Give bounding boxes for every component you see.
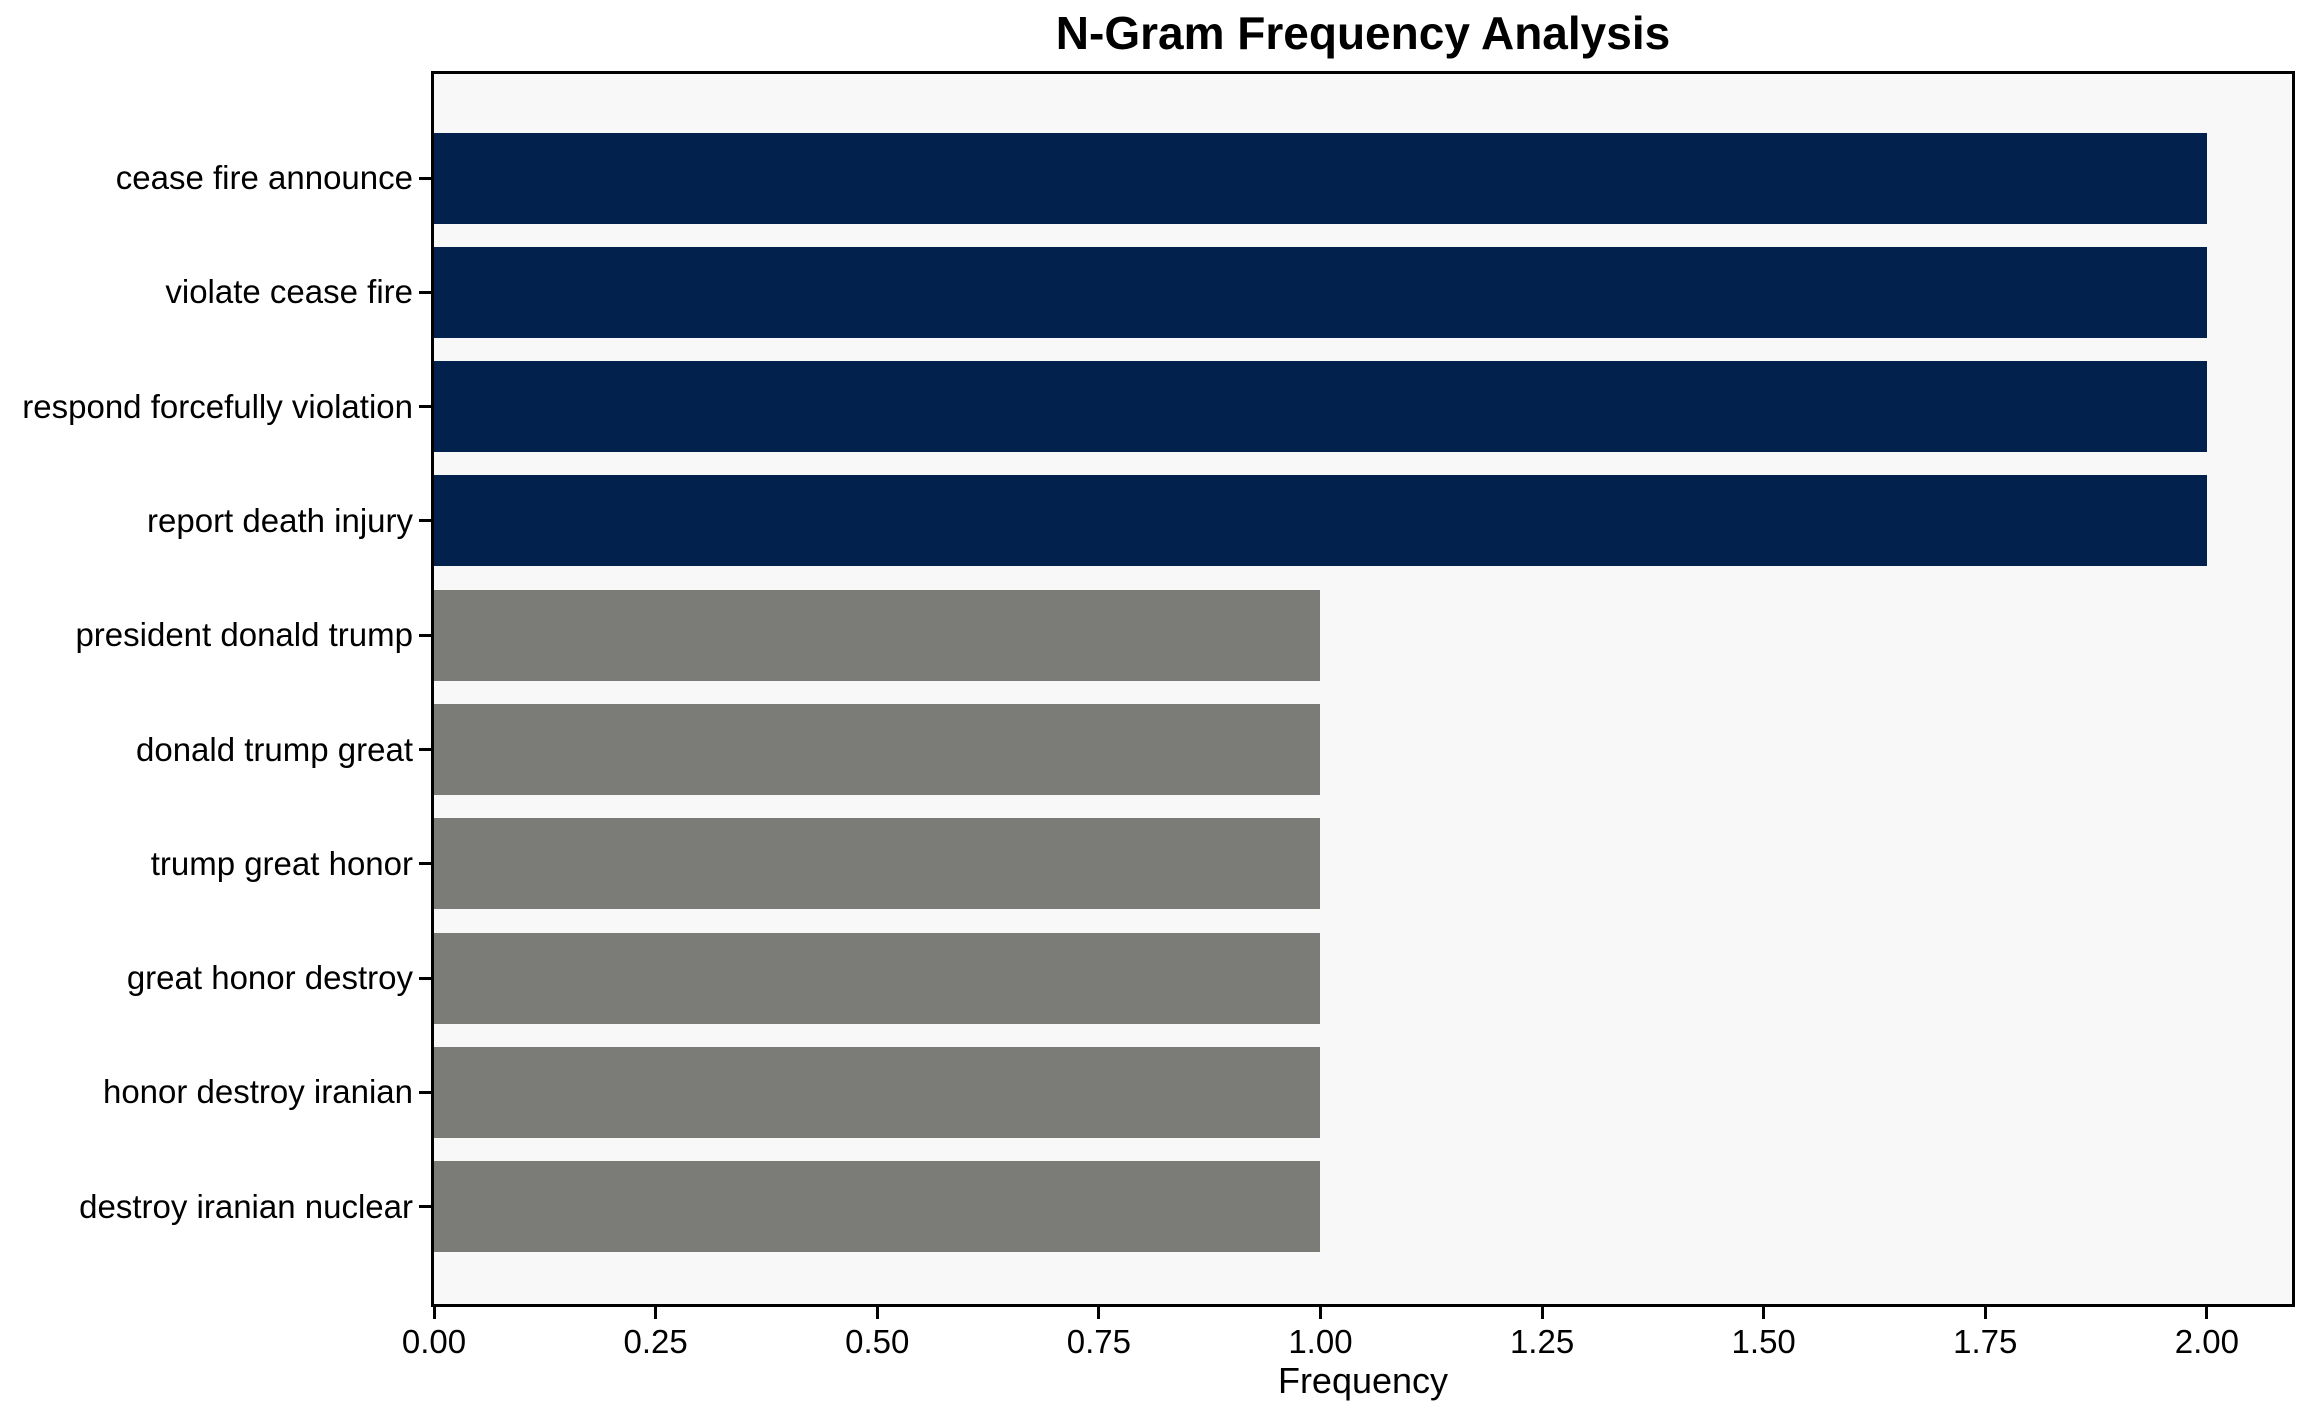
x-tick-mark (654, 1307, 658, 1319)
y-tick-mark (419, 862, 431, 866)
bar (434, 818, 1321, 910)
x-tick-label: 1.50 (1731, 1323, 1796, 1360)
bar (434, 246, 2207, 338)
y-tick-mark (419, 976, 431, 980)
bar (434, 1161, 1321, 1253)
x-tick-mark (2205, 1307, 2209, 1319)
bar (434, 589, 1321, 681)
y-tick-label: donald trump great (135, 730, 413, 768)
x-tick-label: 1.00 (1288, 1323, 1353, 1360)
bar (434, 932, 1321, 1024)
x-tick-mark (1318, 1307, 1322, 1319)
y-tick-mark (419, 290, 431, 294)
y-axis-labels: cease fire announce violate cease fire res… (0, 0, 413, 1414)
y-tick-label: cease fire announce (115, 159, 413, 196)
y-tick-mark (419, 176, 431, 180)
y-tick-label: president donald trump (75, 616, 413, 654)
bar (434, 1046, 1321, 1138)
y-tick-mark (419, 748, 431, 751)
plot-area (431, 71, 2295, 1307)
y-tick-label: respond forcefully violation (22, 387, 413, 425)
x-tick-label: 2.00 (2174, 1323, 2240, 1360)
chart-title: N-Gram Frequency Analysis (1055, 7, 1671, 59)
x-tick-label: 1.75 (1953, 1323, 2018, 1360)
y-tick-label: great honor destroy (126, 959, 413, 997)
bar (434, 704, 1321, 795)
x-tick-mark (1097, 1307, 1101, 1319)
bar (434, 132, 2207, 224)
y-tick-mark (419, 633, 431, 637)
x-tick-mark (1983, 1307, 1987, 1319)
y-tick-mark (419, 1090, 431, 1094)
y-tick-label: violate cease fire (165, 273, 413, 311)
bar (434, 361, 2207, 453)
x-axis-label: Frequency (1277, 1360, 1449, 1401)
x-tick-label: 0.50 (845, 1323, 910, 1360)
x-tick-label: 0.25 (623, 1323, 688, 1360)
y-tick-label: report death injury (147, 501, 413, 539)
x-tick-mark (875, 1307, 879, 1319)
bar (434, 475, 2207, 567)
x-tick-mark (432, 1307, 436, 1319)
y-tick-label: honor destroy iranian (102, 1073, 413, 1111)
x-tick-label: 0.75 (1066, 1323, 1131, 1360)
y-tick-mark (419, 519, 431, 523)
y-tick-label: trump great honor (150, 844, 413, 882)
x-tick-mark (1540, 1307, 1544, 1319)
x-tick-label: 1.25 (1509, 1323, 1575, 1360)
x-tick-label: 0.00 (401, 1323, 467, 1360)
x-tick-mark (1762, 1307, 1766, 1319)
y-tick-label: destroy iranian nuclear (79, 1187, 413, 1225)
y-tick-mark (419, 405, 431, 409)
y-tick-mark (419, 1205, 431, 1209)
